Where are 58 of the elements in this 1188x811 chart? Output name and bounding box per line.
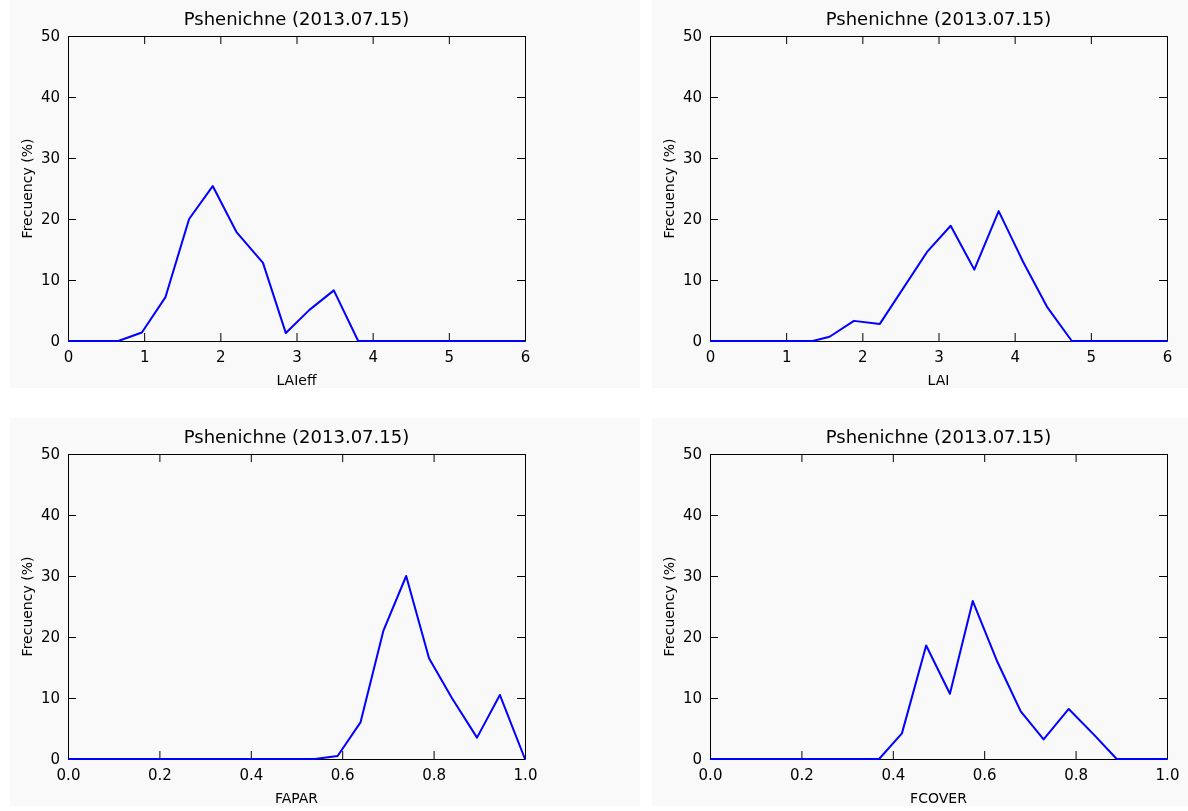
y-axis-title: Frecuency (%) bbox=[19, 556, 36, 657]
x-tick-label: 4 bbox=[368, 347, 378, 366]
x-tick-label: 0.8 bbox=[422, 765, 447, 784]
x-tick-label: 0.2 bbox=[789, 765, 814, 784]
y-tick-label: 20 bbox=[682, 628, 702, 647]
x-tick-label: 0 bbox=[63, 347, 74, 366]
y-tick-label: 10 bbox=[40, 271, 60, 290]
y-tick-label: 0 bbox=[692, 332, 702, 351]
y-tick-label: 30 bbox=[40, 149, 60, 168]
x-tick-label: 0.2 bbox=[147, 765, 172, 784]
y-tick-label: 40 bbox=[682, 88, 702, 107]
x-tick-label: 0.6 bbox=[330, 765, 355, 784]
chart-title: Pshenichne (2013.07.15) bbox=[825, 426, 1052, 447]
y-tick-label: 10 bbox=[40, 689, 60, 708]
y-tick-label: 30 bbox=[40, 567, 60, 586]
x-tick-label: 0.8 bbox=[1064, 765, 1089, 784]
y-tick-label: 20 bbox=[682, 210, 702, 229]
y-axis-title: Frecuency (%) bbox=[19, 138, 36, 239]
x-tick-label: 5 bbox=[444, 347, 455, 366]
x-tick-label: 1 bbox=[139, 347, 150, 366]
x-tick-label: 0.4 bbox=[881, 765, 906, 784]
x-tick-label: 2 bbox=[216, 347, 226, 366]
x-tick-label: 4 bbox=[1010, 347, 1020, 366]
y-tick-label: 10 bbox=[682, 689, 702, 708]
y-tick-label: 40 bbox=[40, 88, 60, 107]
y-tick-label: 50 bbox=[40, 445, 60, 464]
x-tick-label: 0.6 bbox=[972, 765, 997, 784]
chart-title: Pshenichne (2013.07.15) bbox=[183, 8, 410, 29]
x-tick-label: 0.4 bbox=[239, 765, 264, 784]
y-tick-label: 50 bbox=[40, 27, 60, 46]
chart-title: Pshenichne (2013.07.15) bbox=[183, 426, 410, 447]
y-tick-label: 30 bbox=[682, 567, 702, 586]
x-tick-label: 6 bbox=[1162, 347, 1173, 366]
x-tick-label: 2 bbox=[858, 347, 868, 366]
y-tick-label: 0 bbox=[50, 332, 60, 351]
x-tick-label: 5 bbox=[1086, 347, 1097, 366]
y-tick-label: 50 bbox=[682, 27, 702, 46]
y-tick-label: 40 bbox=[40, 506, 60, 525]
x-axis-title: LAIeff bbox=[276, 372, 317, 388]
chart-title: Pshenichne (2013.07.15) bbox=[825, 8, 1052, 29]
y-axis-title: Frecuency (%) bbox=[661, 556, 678, 657]
x-tick-label: 3 bbox=[934, 347, 944, 366]
y-tick-label: 30 bbox=[682, 149, 702, 168]
x-tick-label: 0 bbox=[705, 347, 716, 366]
x-tick-label: 6 bbox=[520, 347, 531, 366]
x-tick-label: 1.0 bbox=[513, 765, 538, 784]
x-axis-title: FCOVER bbox=[910, 790, 968, 806]
y-tick-label: 10 bbox=[682, 271, 702, 290]
y-tick-label: 50 bbox=[682, 445, 702, 464]
x-axis-title: FAPAR bbox=[274, 790, 319, 806]
y-axis-title: Frecuency (%) bbox=[661, 138, 678, 239]
x-tick-label: 1 bbox=[781, 347, 792, 366]
x-tick-label: 3 bbox=[292, 347, 302, 366]
x-axis-title: LAI bbox=[927, 372, 950, 388]
y-tick-label: 20 bbox=[40, 628, 60, 647]
y-tick-label: 40 bbox=[682, 506, 702, 525]
x-tick-label: 1.0 bbox=[1155, 765, 1180, 784]
y-tick-label: 20 bbox=[40, 210, 60, 229]
